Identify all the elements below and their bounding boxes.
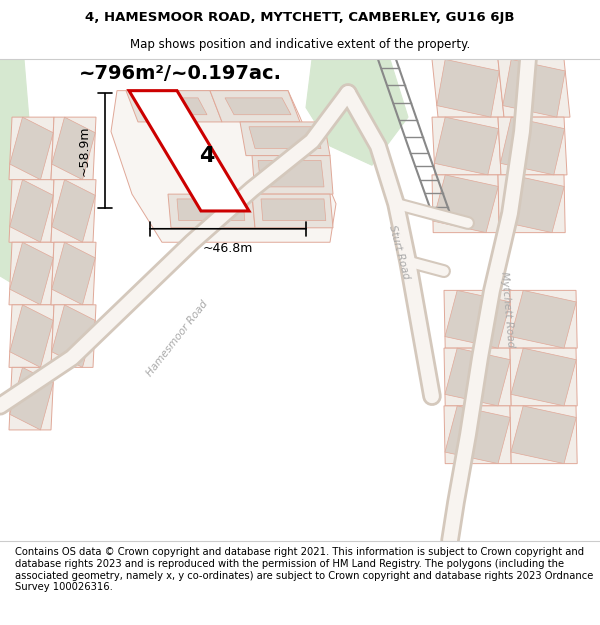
Polygon shape [444, 406, 511, 464]
Polygon shape [10, 117, 53, 180]
Text: Sturt Road: Sturt Road [387, 224, 411, 280]
Polygon shape [51, 242, 96, 305]
Polygon shape [258, 161, 324, 187]
Polygon shape [168, 194, 255, 228]
Polygon shape [225, 98, 291, 115]
Polygon shape [240, 122, 330, 156]
Polygon shape [306, 59, 408, 165]
Polygon shape [111, 91, 336, 242]
Polygon shape [126, 91, 222, 122]
Polygon shape [444, 348, 511, 406]
Text: Contains OS data © Crown copyright and database right 2021. This information is : Contains OS data © Crown copyright and d… [15, 548, 593, 592]
Polygon shape [10, 242, 53, 305]
Polygon shape [9, 305, 54, 368]
Polygon shape [9, 117, 54, 180]
Text: ~796m²/~0.197ac.: ~796m²/~0.197ac. [79, 64, 281, 83]
Polygon shape [129, 91, 249, 211]
Polygon shape [10, 305, 53, 368]
Polygon shape [9, 180, 54, 243]
Polygon shape [434, 117, 499, 175]
Polygon shape [498, 59, 570, 117]
Text: 4, HAMESMOOR ROAD, MYTCHETT, CAMBERLEY, GU16 6JB: 4, HAMESMOOR ROAD, MYTCHETT, CAMBERLEY, … [85, 11, 515, 24]
Polygon shape [432, 59, 504, 117]
Polygon shape [51, 117, 96, 180]
Text: 4: 4 [199, 146, 215, 166]
Polygon shape [10, 180, 53, 243]
Polygon shape [52, 180, 95, 243]
Polygon shape [9, 368, 54, 430]
Polygon shape [432, 117, 501, 175]
Polygon shape [445, 348, 510, 406]
Polygon shape [249, 127, 321, 148]
Text: Mytchett Road: Mytchett Road [499, 271, 515, 348]
Polygon shape [52, 242, 95, 305]
Text: Map shows position and indicative extent of the property.: Map shows position and indicative extent… [130, 38, 470, 51]
Text: Hamesmoor Road: Hamesmoor Road [145, 299, 209, 378]
Text: ~46.8m: ~46.8m [203, 241, 253, 254]
Polygon shape [511, 291, 576, 348]
Polygon shape [444, 291, 511, 348]
Polygon shape [510, 406, 577, 464]
Polygon shape [141, 98, 207, 115]
Polygon shape [51, 180, 96, 243]
Polygon shape [52, 305, 95, 368]
Polygon shape [51, 305, 96, 368]
Polygon shape [500, 117, 565, 175]
Polygon shape [511, 348, 576, 406]
Polygon shape [432, 175, 499, 232]
Polygon shape [510, 348, 577, 406]
Polygon shape [52, 117, 95, 180]
Polygon shape [498, 175, 565, 232]
Polygon shape [252, 156, 333, 194]
Polygon shape [9, 242, 54, 305]
Polygon shape [445, 291, 510, 348]
Polygon shape [511, 406, 576, 464]
Polygon shape [499, 175, 564, 232]
Polygon shape [252, 194, 333, 228]
Polygon shape [437, 59, 499, 117]
Polygon shape [445, 406, 510, 464]
Polygon shape [510, 291, 577, 348]
Polygon shape [10, 368, 53, 430]
Polygon shape [0, 59, 60, 291]
Polygon shape [210, 91, 300, 122]
Polygon shape [498, 117, 567, 175]
Polygon shape [433, 175, 498, 232]
Polygon shape [503, 59, 565, 117]
Polygon shape [261, 199, 326, 221]
Text: ~58.9m: ~58.9m [77, 126, 91, 176]
Polygon shape [177, 199, 245, 221]
